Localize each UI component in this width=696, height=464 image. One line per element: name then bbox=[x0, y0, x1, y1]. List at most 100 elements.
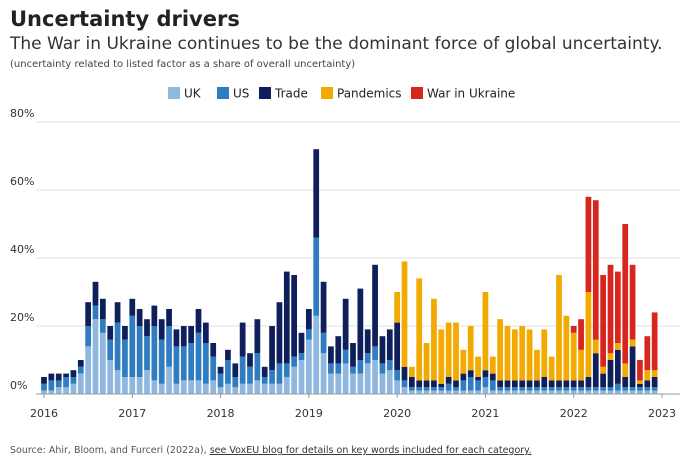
bar-segment bbox=[92, 305, 99, 320]
bar-segment bbox=[614, 343, 621, 350]
legend-swatch bbox=[411, 87, 423, 99]
bar-segment bbox=[408, 366, 415, 377]
bar-segment bbox=[416, 390, 423, 394]
bar-segment bbox=[320, 332, 327, 354]
x-tick-label: 2022 bbox=[560, 407, 588, 420]
bar-segment bbox=[269, 370, 275, 384]
bar-segment bbox=[614, 271, 621, 343]
bar-segment bbox=[600, 366, 607, 374]
bar-segment bbox=[614, 390, 621, 394]
bar-segment bbox=[401, 261, 408, 367]
bar-segment bbox=[195, 332, 202, 381]
bar-segment bbox=[600, 387, 607, 391]
bar-segment bbox=[180, 326, 187, 347]
bar-segment bbox=[122, 339, 128, 377]
bar-segment bbox=[364, 329, 371, 354]
bar-segment bbox=[600, 373, 607, 388]
bar-segment bbox=[629, 346, 636, 388]
bar-segment bbox=[269, 383, 275, 394]
x-tick-label: 2020 bbox=[383, 407, 411, 420]
bar-segment bbox=[342, 349, 349, 364]
x-tick-label: 2023 bbox=[648, 407, 676, 420]
bar-segment bbox=[394, 292, 401, 323]
bar-segment bbox=[350, 373, 356, 394]
bar-segment bbox=[92, 281, 99, 306]
bar-segment bbox=[291, 356, 298, 367]
bar-segment bbox=[217, 387, 224, 394]
bar-segment bbox=[166, 326, 172, 367]
legend-swatch bbox=[321, 87, 333, 99]
bar-segment bbox=[519, 387, 526, 391]
bar-segment bbox=[48, 390, 55, 394]
source-link[interactable]: see VoxEU blog for details on key words … bbox=[210, 445, 532, 456]
bar-segment bbox=[563, 390, 570, 394]
bar-segment bbox=[644, 370, 651, 381]
bar-segment bbox=[151, 305, 158, 326]
bar-segment bbox=[114, 302, 121, 323]
bar-segment bbox=[482, 387, 489, 394]
bar-segment bbox=[622, 363, 629, 377]
bar-segment bbox=[386, 370, 393, 394]
bar-segment bbox=[548, 390, 555, 394]
bar-segment bbox=[519, 380, 526, 388]
bar-segment bbox=[453, 322, 459, 381]
bar-segment bbox=[482, 377, 489, 388]
bar-segment bbox=[629, 390, 636, 394]
bar-segment bbox=[416, 387, 423, 391]
legend-swatch bbox=[217, 87, 229, 99]
bar-segment bbox=[475, 390, 481, 394]
bar-segment bbox=[202, 343, 209, 384]
bar-segment bbox=[379, 363, 386, 374]
bar-segment bbox=[519, 326, 526, 381]
bar-segment bbox=[489, 356, 496, 374]
bar-segment bbox=[541, 377, 548, 388]
bar-segment bbox=[504, 380, 511, 388]
bar-segment bbox=[85, 302, 92, 326]
bar-segment bbox=[570, 326, 577, 333]
bar-segment bbox=[526, 390, 533, 394]
legend-label: Trade bbox=[274, 87, 308, 101]
bar-segment bbox=[320, 281, 327, 333]
bar-segment bbox=[144, 319, 150, 337]
bar-segment bbox=[423, 380, 430, 388]
bar-segment bbox=[548, 387, 555, 391]
bar-segment bbox=[122, 326, 128, 340]
bar-segment bbox=[239, 322, 246, 357]
bar-segment bbox=[291, 366, 298, 394]
bar-segment bbox=[460, 373, 467, 381]
legend-label: US bbox=[233, 87, 249, 101]
bar-segment bbox=[136, 377, 143, 394]
bar-segment bbox=[180, 380, 187, 394]
bar-segment bbox=[607, 264, 614, 354]
bar-segment bbox=[489, 380, 496, 391]
chart-note: (uncertainty related to listed factor as… bbox=[10, 59, 355, 70]
bar-segment bbox=[357, 288, 364, 360]
bar-segment bbox=[570, 380, 577, 388]
bar-segment bbox=[504, 326, 511, 381]
bar-segment bbox=[431, 387, 437, 391]
bar-segment bbox=[431, 390, 437, 394]
bar-segment bbox=[467, 390, 474, 394]
bar-segment bbox=[313, 315, 320, 394]
bars bbox=[41, 149, 658, 394]
y-tick-label: 60% bbox=[10, 175, 34, 188]
bar-segment bbox=[467, 377, 474, 391]
bar-segment bbox=[254, 380, 261, 394]
bar-segment bbox=[556, 390, 562, 394]
bar-segment bbox=[328, 373, 334, 394]
bar-segment bbox=[644, 380, 651, 388]
bar-segment bbox=[651, 377, 658, 388]
bar-segment bbox=[99, 332, 106, 394]
bar-segment bbox=[592, 200, 599, 340]
bar-segment bbox=[629, 264, 636, 340]
bar-segment bbox=[276, 363, 283, 384]
bar-segment bbox=[497, 319, 504, 381]
bar-segment bbox=[77, 373, 84, 394]
legend-label: Pandemics bbox=[337, 87, 402, 101]
bar-segment bbox=[453, 390, 459, 394]
bar-segment bbox=[210, 380, 217, 394]
bar-segment bbox=[158, 319, 165, 340]
bar-segment bbox=[114, 370, 121, 394]
bar-segment bbox=[467, 370, 474, 377]
bar-segment bbox=[438, 383, 445, 388]
